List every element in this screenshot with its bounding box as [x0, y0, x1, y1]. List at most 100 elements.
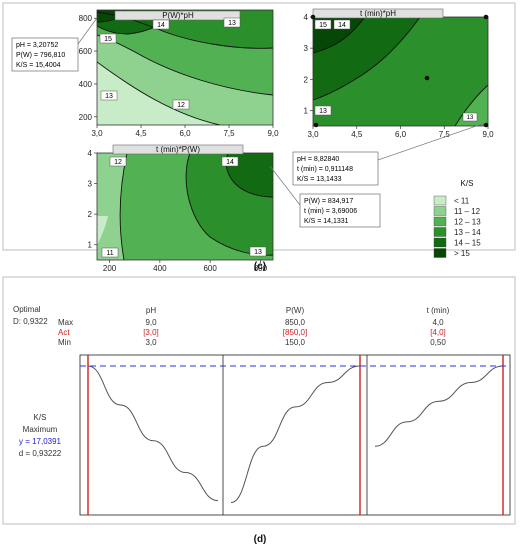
- svg-text:13: 13: [254, 249, 262, 256]
- callout-b: pH = 8,82840 t (min) = 0,911148 K/S = 13…: [292, 122, 486, 186]
- optimizer-curve: [87, 365, 219, 502]
- svg-text:13: 13: [228, 20, 236, 27]
- factor-act: [4,0]: [430, 328, 446, 337]
- factor-act: [3,0]: [143, 328, 159, 337]
- legend-swatch: [433, 206, 447, 216]
- legend-item-label: 14 – 15: [454, 239, 481, 248]
- contour-plot-t-ph: t (min)*pH 15 14 13 13 3,0 4,5 6,0 7,5 9,0 1 2…: [304, 8, 495, 139]
- legend-swatch: [433, 248, 447, 258]
- row-label-max: Max: [58, 318, 73, 327]
- response-goal: Maximum: [23, 425, 58, 434]
- y-tick-label: 2: [88, 210, 93, 219]
- contour-label-c4: 13: [249, 246, 267, 257]
- marker-point-b3: [313, 122, 319, 128]
- callout-c: P(W) = 834,917 t (min) = 3,69006 K/S = 1…: [269, 165, 381, 228]
- y-tick-label: 600: [79, 47, 93, 56]
- contour-plot-t-pw: t (min)*P(W) 12 14 11 13 200 400 600 800123…: [88, 144, 274, 273]
- factor-min: 3,0: [145, 338, 157, 347]
- x-tick-label: 400: [153, 264, 167, 273]
- legend-swatch: [433, 227, 447, 237]
- legend-swatch: [433, 195, 447, 206]
- y-tick-label: 200: [79, 113, 93, 122]
- legend-item-label: 12 – 13: [454, 218, 481, 227]
- svg-text:15: 15: [104, 36, 112, 43]
- contour-label-b1: 15: [314, 19, 332, 30]
- x-tick-label: 6,0: [395, 130, 407, 139]
- callout-a: pH = 3,20752 P(W) = 796,810 K/S = 15,400…: [11, 17, 98, 72]
- optimizer-curve: [230, 365, 361, 503]
- x-tick-label: 3,0: [91, 129, 103, 138]
- axis-ticks-t-ph: 3,0 4,5 6,0 7,5 9,0 1 2 3 4: [304, 13, 495, 139]
- factor-title: pH: [146, 306, 156, 315]
- svg-text:15: 15: [319, 22, 327, 29]
- contour-label-a5: 12: [172, 99, 190, 110]
- callout-a-line2: P(W) = 796,810: [16, 52, 65, 59]
- x-tick-label: 7,5: [223, 129, 235, 138]
- optimizer-panels: [79, 354, 511, 516]
- x-tick-label: 9,0: [482, 130, 494, 139]
- contour-label-b2: 14: [333, 19, 351, 30]
- optimizer-plot-area: [79, 354, 511, 516]
- contour-label-a3: 13: [223, 17, 241, 28]
- marker-point-b2: [424, 75, 430, 81]
- callout-b-line3: K/S = 13,1433: [297, 176, 342, 183]
- legend-swatch: [433, 216, 447, 227]
- contour-label-c1: 12: [109, 156, 127, 167]
- plot-title-t-ph: t (min)*pH: [360, 9, 396, 18]
- callout-c-line2: t (min) = 3,69006: [304, 208, 357, 215]
- contour-label-a2: 14: [152, 19, 170, 30]
- optimizer-curve: [374, 365, 504, 447]
- response-name: K/S: [34, 413, 47, 422]
- axis-ticks-pw-ph: 3,0 4,5 6,0 7,5 9,0 200 400 600 800: [79, 14, 279, 138]
- factor-max: 4,0: [432, 318, 444, 327]
- contour-label-b3: 13: [314, 105, 332, 116]
- svg-text:13: 13: [467, 115, 474, 121]
- panel-c-label: (c): [254, 261, 266, 272]
- y-tick-label: 3: [304, 44, 309, 53]
- y-tick-label: 3: [88, 180, 93, 189]
- x-tick-label: 600: [203, 264, 217, 273]
- x-tick-label: 6,0: [179, 129, 191, 138]
- callout-a-line1: pH = 3,20752: [16, 42, 58, 49]
- svg-text:14: 14: [338, 22, 346, 29]
- x-tick-label: 200: [103, 264, 117, 273]
- legend-item-label: 11 – 12: [454, 207, 481, 216]
- callout-c-line3: K/S = 14,1331: [304, 218, 349, 225]
- contour-plot-pw-ph: P(W)*pH 15 14 13 13 12 3,0 4,5 6,0 7,5 9,0 20…: [79, 9, 279, 138]
- factor-title: t (min): [427, 306, 450, 315]
- plot-title-pw-ph: P(W)*pH: [162, 11, 194, 20]
- plot-title-t-pw: t (min)*P(W): [156, 145, 200, 154]
- callout-b-line1: pH = 8,82840: [297, 156, 339, 163]
- y-tick-label: 400: [79, 80, 93, 89]
- row-label-min: Min: [58, 338, 71, 347]
- factor-max: 9,0: [145, 318, 157, 327]
- desirability-label: D: 0,9322: [13, 317, 48, 326]
- marker-point-b4: [483, 122, 489, 128]
- legend-item-label: 13 – 14: [454, 228, 481, 237]
- callout-c-line1: P(W) = 834,917: [304, 198, 353, 205]
- callout-b-line2: t (min) = 0,911148: [297, 166, 353, 173]
- x-tick-label: 800: [254, 264, 268, 273]
- factor-min: 0,50: [430, 338, 446, 347]
- factor-headers: pH 9,0[3,0]3,0 P(W) 850,0[850,0]150,0 t (min…: [143, 306, 449, 347]
- response-predicted: y = 17,0391: [19, 437, 62, 446]
- x-tick-label: 9,0: [267, 129, 279, 138]
- svg-text:12: 12: [114, 159, 122, 166]
- y-tick-label: 1: [88, 241, 93, 250]
- response-desirability: d = 0,93222: [19, 449, 62, 458]
- svg-text:13: 13: [319, 108, 327, 115]
- row-label-act: Act: [58, 328, 70, 337]
- y-tick-label: 4: [88, 149, 93, 158]
- contour-label-a4: 13: [100, 90, 118, 101]
- legend-item-label: < 11: [454, 197, 470, 206]
- svg-text:12: 12: [177, 102, 185, 109]
- factor-max: 850,0: [285, 318, 306, 327]
- callout-a-line3: K/S = 15,4004: [16, 62, 61, 69]
- contour-label-c3: 11: [101, 247, 119, 258]
- x-tick-label: 4,5: [135, 129, 147, 138]
- contour-label-a1: 15: [99, 33, 117, 44]
- factor-title: P(W): [286, 306, 305, 315]
